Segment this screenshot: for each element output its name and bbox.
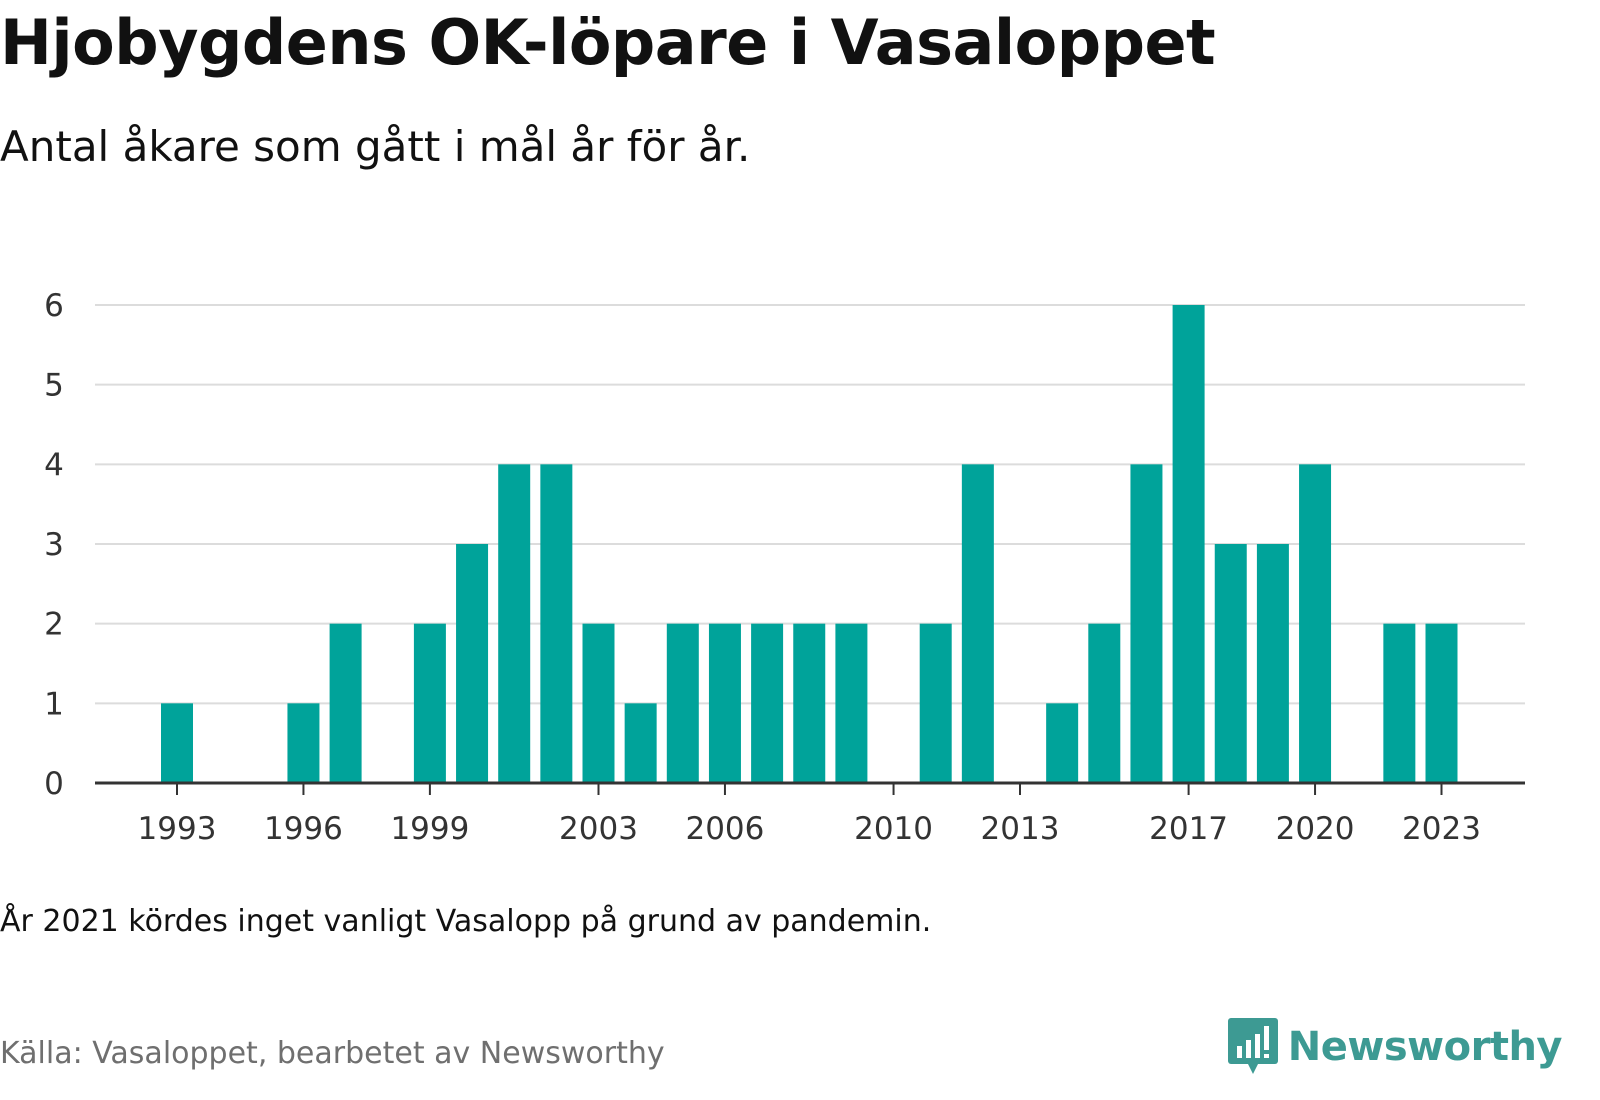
bar-1996 <box>287 703 320 783</box>
x-tick-label: 2020 <box>1276 811 1355 847</box>
bar-2012 <box>961 464 994 783</box>
bar-2002 <box>540 464 573 783</box>
bar-2005 <box>666 623 699 783</box>
bars <box>161 305 1458 783</box>
x-tick-label: 2017 <box>1149 811 1228 847</box>
bar-2001 <box>498 464 531 783</box>
bar-2003 <box>582 623 615 783</box>
x-tick-label: 2010 <box>854 811 933 847</box>
chart-title: Hjobygdens OK-löpare i Vasaloppet <box>0 6 1216 79</box>
bar-1999 <box>413 623 446 783</box>
brand-name: Newsworthy <box>1287 1024 1563 1070</box>
y-tick-label: 2 <box>44 607 64 643</box>
bar-chart: 0 1 2 3 4 5 6 1993 1996 1999 2003 2006 2010 2013 2017 2… <box>44 288 1525 847</box>
bar-2022 <box>1383 623 1416 783</box>
bar-2015 <box>1088 623 1121 783</box>
y-tick-label: 6 <box>44 288 64 324</box>
x-tick-label: 2023 <box>1402 811 1481 847</box>
x-tick-label: 1999 <box>390 811 469 847</box>
bar-2009 <box>835 623 868 783</box>
chart-subtitle: Antal åkare som gått i mål år för år. <box>0 122 751 171</box>
bar-2016 <box>1130 464 1163 783</box>
y-tick-label: 3 <box>44 527 64 563</box>
x-tick-label: 2003 <box>559 811 638 847</box>
y-tick-label: 5 <box>44 368 64 404</box>
bar-2014 <box>1046 703 1079 783</box>
footnote: År 2021 kördes inget vanligt Vasalopp på… <box>0 904 932 939</box>
axes: 0 1 2 3 4 5 6 1993 1996 1999 2003 2006 2010 2013 2017 2… <box>44 288 1525 847</box>
bar-2007 <box>751 623 784 783</box>
x-tick-label: 2013 <box>981 811 1060 847</box>
y-tick-label: 1 <box>44 686 64 722</box>
bar-2000 <box>456 544 489 783</box>
x-tick-label: 2006 <box>685 811 764 847</box>
bar-2023 <box>1425 623 1458 783</box>
bar-2019 <box>1256 544 1289 783</box>
bar-2020 <box>1299 464 1332 783</box>
brand-logo: Newsworthy <box>1227 1018 1563 1076</box>
bar-2008 <box>793 623 826 783</box>
y-tick-label: 4 <box>44 447 64 483</box>
bar-1993 <box>161 703 193 783</box>
bar-2006 <box>708 623 741 783</box>
x-tick-label: 1993 <box>138 811 217 847</box>
bar-1997 <box>329 623 362 783</box>
bar-2018 <box>1214 544 1247 783</box>
y-tick-label: 0 <box>44 766 64 802</box>
bar-chart-speech-bubble-icon <box>1227 1018 1278 1074</box>
bar-2017 <box>1172 305 1205 783</box>
bar-2011 <box>919 623 952 783</box>
bar-2004 <box>624 703 657 783</box>
source-credit: Källa: Vasaloppet, bearbetet av Newswort… <box>0 1036 665 1071</box>
x-tick-label: 1996 <box>264 811 343 847</box>
